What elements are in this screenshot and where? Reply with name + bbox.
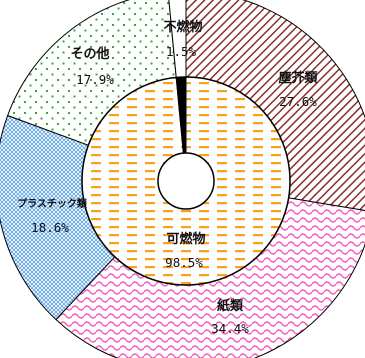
outer-label-4: 不燃物 [163,19,202,35]
outer-label-3: その他 [70,46,109,62]
outer-value-3: 17.9% [76,72,114,87]
outer-value-0: 27.6% [279,94,317,109]
center-hole [157,152,215,210]
outer-label-1: 紙類 [217,298,244,314]
inner-ring [81,76,291,286]
inner-label-0: 可燃物 [166,231,205,247]
outer-label-0: 塵芥類 [278,70,318,86]
ring-divider [81,76,291,286]
inner-value-0: 98.5% [165,255,203,270]
outer-value-4: 1.5% [166,44,197,59]
outer-value-1: 34.4% [211,321,249,336]
data-labels: 塵芥類 27.6% 紙類 34.4% プラスチック類 18.6% その他 17.9% 不燃物 1.… [17,19,318,336]
outer-value-2: 18.6% [31,220,69,235]
outer-label-2: プラスチック類 [17,197,88,210]
